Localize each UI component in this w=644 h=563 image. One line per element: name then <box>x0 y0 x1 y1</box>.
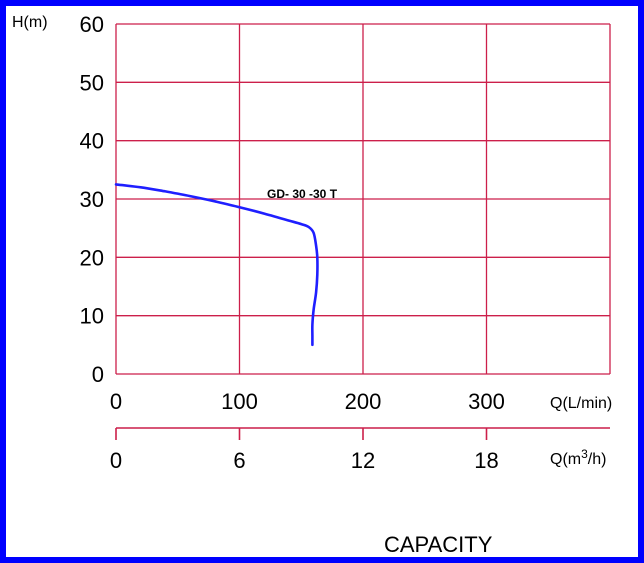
series-line-0 <box>114 183 319 347</box>
secondary-tick-label-0: 0 <box>110 448 122 473</box>
y-tick-labels: 0 10 20 30 40 50 60 <box>80 12 104 387</box>
secondary-tick-label-2: 12 <box>351 448 375 473</box>
secondary-x-axis-label: Q(m3/h) <box>550 447 606 468</box>
grid-lines <box>115 23 611 375</box>
x-tick-label-0: 0 <box>110 389 122 414</box>
y-axis-label: H(m) <box>12 14 48 31</box>
secondary-x-axis: 0 6 12 18 <box>110 427 610 473</box>
series-group <box>114 183 319 347</box>
secondary-x-axis-label-sup: 3 <box>581 447 588 461</box>
secondary-x-axis-label-prefix: Q(m <box>550 451 581 468</box>
y-tick-label-2: 20 <box>80 245 104 270</box>
y-tick-label-1: 10 <box>80 304 104 329</box>
secondary-tick-label-3: 18 <box>474 448 498 473</box>
y-tick-label-3: 30 <box>80 187 104 212</box>
secondary-tick-label-1: 6 <box>233 448 245 473</box>
x-tick-label-3: 300 <box>468 389 505 414</box>
x-axis-label: Q(L/min) <box>550 395 612 412</box>
x-tick-labels: 0 100 200 300 <box>110 389 505 414</box>
series-label: GD- 30 -30 T <box>267 187 338 201</box>
y-tick-label-5: 50 <box>80 70 104 95</box>
y-tick-label-6: 60 <box>80 12 104 37</box>
y-tick-label-4: 40 <box>80 129 104 154</box>
x-tick-label-2: 200 <box>345 389 382 414</box>
y-tick-label-0: 0 <box>92 362 104 387</box>
x-tick-label-1: 100 <box>221 389 258 414</box>
capacity-caption: CAPACITY <box>384 532 493 557</box>
secondary-x-axis-label-suffix: /h) <box>588 451 607 468</box>
